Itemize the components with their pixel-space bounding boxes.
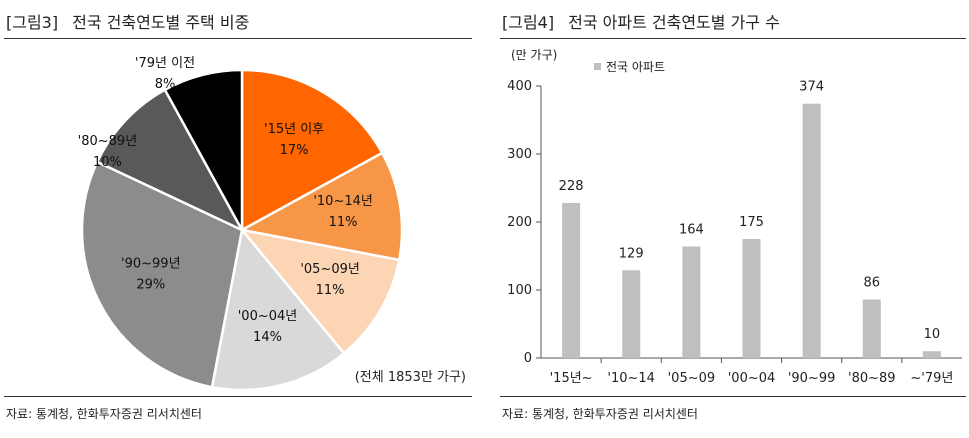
bar-chart: (만 가구) 전국 아파트 0 100 200 300 400 228 '15년~ 129 '10~… — [507, 48, 962, 386]
pie-chart-panel: [그림3] 전국 건축연도별 주택 비중 '15년 이후 17% '10~14년 11%… — [0, 0, 478, 438]
figure-title-text-left: 전국 건축연도별 주택 비중 — [72, 13, 250, 32]
y-tick-label: 100 — [507, 283, 532, 298]
slice-label: '80~89년 — [78, 134, 138, 149]
bar-value-label: 86 — [864, 276, 881, 291]
slice-label: '15년 이후 — [264, 122, 324, 137]
slice-value-label: 11% — [316, 283, 345, 298]
y-tick-label: 400 — [507, 79, 532, 94]
bar — [682, 246, 701, 358]
pie-slice — [95, 88, 245, 233]
figure-title-text-right: 전국 아파트 건축연도별 가구 수 — [568, 13, 780, 32]
bar-chart-panel: [그림4] 전국 아파트 건축연도별 가구 수 (만 가구) 전국 아파트 0 100 2… — [496, 0, 969, 438]
source-note-left: 자료: 통계청, 한화투자증권 리서치센터 — [6, 407, 202, 421]
slice-label: '10~14년 — [313, 194, 373, 209]
figure-number-left: [그림3] — [6, 13, 59, 32]
y-tick-label: 300 — [507, 147, 532, 162]
title-rule-right — [500, 38, 966, 39]
figure-title-left: [그림3] 전국 건축연도별 주택 비중 — [6, 9, 249, 33]
figure-title-right: [그림4] 전국 아파트 건축연도별 가구 수 — [502, 9, 780, 33]
pie-slice — [80, 160, 244, 389]
source-note-right: 자료: 통계청, 한화투자증권 리서치센터 — [502, 407, 698, 421]
pie-slice — [240, 68, 384, 233]
x-tick-label: ~'79년 — [910, 371, 953, 386]
x-tick-label: '05~09 — [668, 371, 716, 386]
y-tick-label: 0 — [524, 351, 532, 366]
bar — [922, 351, 941, 358]
bar-value-label: 228 — [559, 179, 584, 194]
slice-value-label: 8% — [155, 77, 176, 92]
bar-value-label: 10 — [924, 327, 941, 342]
bar-value-label: 164 — [679, 223, 704, 238]
source-rule-left — [4, 396, 472, 397]
legend-label: 전국 아파트 — [606, 60, 665, 74]
total-annotation: (전체 1853만 가구) — [355, 370, 466, 385]
bar — [622, 270, 641, 358]
slice-label: '05~09년 — [300, 262, 360, 277]
bar — [562, 203, 581, 358]
source-rule-right — [500, 396, 966, 397]
y-axis-unit-label: (만 가구) — [511, 48, 557, 62]
pie-slice — [163, 68, 244, 231]
bar — [742, 239, 761, 358]
pie-slice — [210, 227, 346, 392]
bar — [802, 103, 821, 358]
x-tick-label: '10~14 — [607, 371, 655, 386]
x-tick-label: '90~99 — [788, 371, 836, 386]
slice-label: '79년 이전 — [135, 56, 195, 71]
pie-chart: '15년 이후 17% '10~14년 11% '05~09년 11% '00~04년 14%… — [78, 56, 466, 392]
slice-value-label: 14% — [253, 330, 282, 345]
bar-value-label: 175 — [739, 215, 764, 230]
slice-value-label: 29% — [136, 278, 165, 293]
figure-number-right: [그림4] — [502, 13, 555, 32]
bar-value-label: 374 — [799, 80, 824, 95]
title-rule-left — [4, 38, 472, 39]
bar-value-label: 129 — [619, 246, 644, 261]
pie-slice — [238, 151, 404, 262]
x-tick-label: '00~04 — [728, 371, 776, 386]
legend-swatch — [594, 63, 601, 70]
bar — [862, 299, 881, 358]
slice-value-label: 17% — [280, 143, 309, 158]
slice-label: '00~04년 — [238, 309, 298, 324]
slice-label: '90~99년 — [121, 257, 181, 272]
slice-value-label: 10% — [93, 155, 122, 170]
y-tick-label: 200 — [507, 215, 532, 230]
slice-value-label: 11% — [329, 215, 358, 230]
pie-slice — [238, 228, 401, 356]
x-tick-label: '15년~ — [550, 371, 593, 386]
x-tick-label: '80~89 — [848, 371, 896, 386]
